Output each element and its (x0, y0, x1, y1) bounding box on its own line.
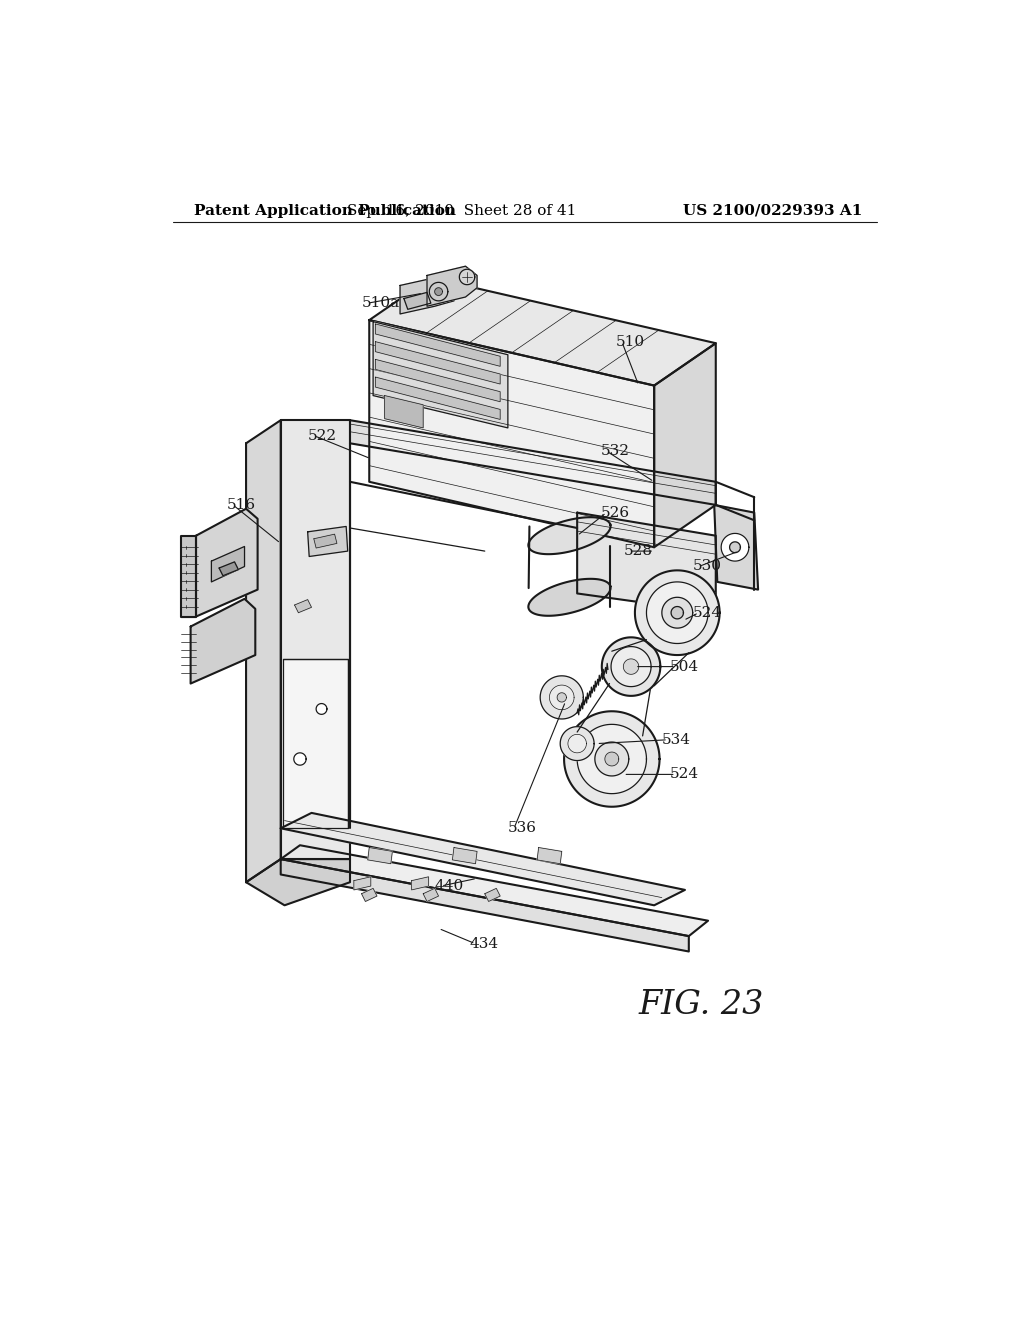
Polygon shape (316, 704, 327, 714)
Text: 532: 532 (600, 444, 630, 458)
Polygon shape (361, 888, 377, 902)
Polygon shape (283, 659, 348, 829)
Polygon shape (595, 742, 629, 776)
Polygon shape (246, 420, 281, 882)
Polygon shape (538, 847, 562, 863)
Polygon shape (281, 813, 685, 906)
Polygon shape (484, 888, 500, 902)
Text: 528: 528 (624, 544, 652, 558)
Text: 440: 440 (435, 879, 464, 894)
Polygon shape (435, 288, 442, 296)
Polygon shape (281, 420, 350, 859)
Text: 524: 524 (670, 767, 698, 781)
Polygon shape (376, 342, 500, 384)
Polygon shape (196, 508, 258, 616)
Polygon shape (376, 378, 500, 420)
Polygon shape (307, 527, 348, 557)
Polygon shape (453, 847, 477, 863)
Polygon shape (373, 322, 508, 428)
Polygon shape (557, 693, 566, 702)
Polygon shape (281, 859, 689, 952)
Polygon shape (180, 536, 196, 616)
Polygon shape (295, 599, 311, 612)
Text: Patent Application Publication: Patent Application Publication (194, 203, 456, 218)
Text: 536: 536 (508, 821, 537, 836)
Polygon shape (671, 607, 683, 619)
Polygon shape (541, 676, 584, 719)
Polygon shape (646, 582, 708, 643)
Polygon shape (550, 685, 574, 710)
Polygon shape (313, 535, 337, 548)
Polygon shape (219, 562, 239, 576)
Polygon shape (578, 725, 646, 793)
Text: 530: 530 (692, 560, 722, 573)
Polygon shape (578, 512, 716, 612)
Text: US 2100/0229393 A1: US 2100/0229393 A1 (683, 203, 862, 218)
Text: 434: 434 (469, 937, 499, 950)
Polygon shape (528, 579, 610, 615)
Polygon shape (350, 420, 716, 506)
Polygon shape (412, 876, 429, 890)
Text: 524: 524 (692, 606, 722, 619)
Polygon shape (294, 752, 306, 766)
Polygon shape (354, 876, 371, 890)
Text: 510a: 510a (361, 296, 399, 310)
Polygon shape (568, 734, 587, 752)
Polygon shape (370, 321, 654, 548)
Polygon shape (560, 727, 594, 760)
Polygon shape (605, 752, 618, 766)
Polygon shape (403, 293, 431, 309)
Text: FIG. 23: FIG. 23 (639, 990, 764, 1022)
Polygon shape (635, 570, 720, 655)
Text: 526: 526 (600, 506, 630, 520)
Polygon shape (654, 343, 716, 548)
Polygon shape (281, 845, 708, 936)
Polygon shape (368, 847, 392, 863)
Polygon shape (460, 269, 475, 285)
Polygon shape (423, 888, 438, 902)
Polygon shape (376, 323, 500, 367)
Text: 504: 504 (670, 660, 698, 673)
Text: 516: 516 (226, 498, 256, 512)
Polygon shape (211, 546, 245, 582)
Polygon shape (385, 396, 423, 428)
Polygon shape (528, 517, 610, 554)
Polygon shape (246, 859, 350, 906)
Polygon shape (370, 277, 716, 385)
Polygon shape (721, 533, 749, 561)
Text: 522: 522 (307, 429, 337, 442)
Polygon shape (376, 359, 500, 401)
Text: 510: 510 (615, 335, 645, 348)
Polygon shape (624, 659, 639, 675)
Text: 534: 534 (662, 733, 691, 747)
Polygon shape (662, 598, 692, 628)
Polygon shape (730, 543, 740, 553)
Polygon shape (427, 267, 477, 306)
Polygon shape (190, 599, 255, 684)
Polygon shape (429, 282, 447, 301)
Polygon shape (714, 506, 758, 590)
Text: Sep. 16, 2010  Sheet 28 of 41: Sep. 16, 2010 Sheet 28 of 41 (347, 203, 577, 218)
Polygon shape (611, 647, 651, 686)
Polygon shape (400, 277, 454, 314)
Polygon shape (602, 638, 660, 696)
Polygon shape (564, 711, 659, 807)
